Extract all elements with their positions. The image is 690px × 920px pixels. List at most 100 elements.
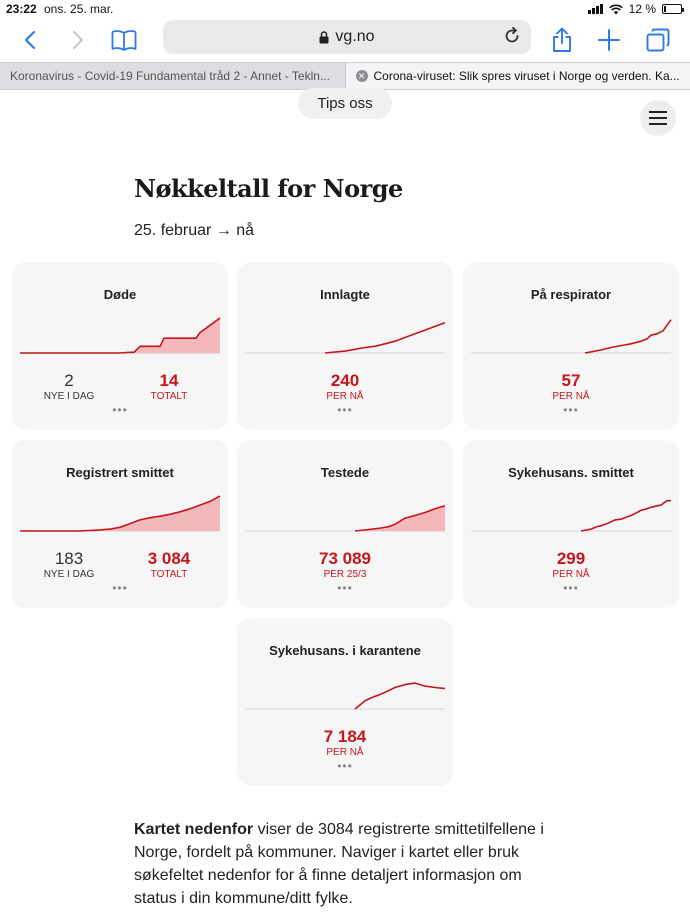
stat-label: PER NÅ	[326, 391, 364, 402]
reload-icon[interactable]	[503, 27, 521, 45]
card-testede[interactable]: Testede 73 089 PER 25/3 •••	[237, 440, 453, 608]
more-dots-icon[interactable]: •••	[563, 581, 579, 595]
stat-value: 2	[64, 371, 74, 390]
card-sykehusans-smittet[interactable]: Sykehusans. smittet 299 PER NÅ •••	[463, 440, 679, 608]
card-title: Innlagte	[320, 287, 370, 302]
new-tab-icon	[598, 29, 620, 51]
card-registrert-smittet[interactable]: Registrert smittet 183 NYE I DAG 3 084 T…	[12, 440, 228, 608]
chart-area	[20, 317, 220, 353]
stat-current: 240 PER NÅ	[237, 371, 453, 403]
tab-corona-viruset[interactable]: ✕ Corona-viruset: Slik spres viruset i N…	[345, 63, 690, 89]
chart-series-line	[580, 499, 671, 532]
more-dots-icon[interactable]: •••	[337, 759, 353, 773]
status-date: ons. 25. mar.	[44, 2, 114, 16]
stat-label: TOTALT	[150, 569, 188, 580]
card-sykehusans-karantene[interactable]: Sykehusans. i karantene 7 184 PER NÅ •••	[237, 618, 453, 786]
share-button[interactable]	[544, 22, 580, 58]
trend-chart-karantene	[245, 682, 446, 710]
stat-value: 7 184	[323, 727, 367, 746]
trend-chart-testede	[245, 505, 446, 532]
stat-new-today: 2 NYE I DAG	[26, 371, 112, 403]
chart-area	[20, 495, 220, 531]
page-title: Nøkkeltall for Norge	[134, 174, 403, 203]
date-range: 25. februar → nå	[134, 222, 255, 239]
trend-chart-smittet	[20, 495, 221, 532]
tabs-overview-button[interactable]	[640, 22, 676, 58]
battery-percent: 12 %	[628, 2, 656, 16]
back-icon	[24, 30, 36, 50]
card-title: Testede	[320, 465, 370, 480]
paragraph-bold: Kartet nedenfor	[134, 821, 254, 838]
stat-value: 3 084	[147, 549, 191, 568]
status-indicators: 12 %	[587, 2, 684, 16]
url-text: vg.no	[335, 28, 375, 45]
close-tab-icon[interactable]: ✕	[355, 70, 368, 82]
share-icon	[553, 27, 571, 52]
card-dode[interactable]: Døde 2 NYE I DAG 14 TOTALT •••	[12, 262, 228, 430]
status-bar: 23:22 ons. 25. mar. 12 %	[0, 0, 690, 18]
stat-value: 299	[556, 549, 586, 568]
card-title: Sykehusans. smittet	[508, 465, 634, 480]
back-button[interactable]	[12, 22, 48, 58]
card-pa-respirator[interactable]: På respirator 57 PER NÅ •••	[463, 262, 679, 430]
hamburger-menu-icon	[649, 111, 667, 113]
stat-total: 3 084 TOTALT	[126, 549, 212, 581]
card-title: Registrert smittet	[66, 465, 174, 480]
chart-series-line	[324, 321, 446, 354]
card-innlagte[interactable]: Innlagte 240 PER NÅ •••	[237, 262, 453, 430]
bookmarks-button[interactable]	[106, 22, 142, 58]
tabs-icon	[646, 28, 670, 52]
trend-chart-innlagte	[245, 321, 446, 354]
stat-new-today: 183 NYE I DAG	[26, 549, 112, 581]
trend-chart-sykehusans-smittet	[471, 499, 671, 532]
more-dots-icon[interactable]: •••	[337, 581, 353, 595]
stat-label: PER NÅ	[552, 569, 590, 580]
tips-oss-button[interactable]: Tips oss	[298, 88, 392, 119]
stat-current: 73 089 PER 25/3	[237, 549, 453, 581]
status-time: 23:22	[6, 2, 37, 16]
card-title: På respirator	[530, 287, 612, 302]
trend-chart-respirator	[471, 319, 672, 354]
stat-current: 57 PER NÅ	[463, 371, 679, 403]
forward-button[interactable]	[60, 22, 96, 58]
stat-value: 183	[54, 549, 84, 568]
stat-label: PER NÅ	[326, 747, 364, 758]
stat-label: TOTALT	[150, 391, 188, 402]
chart-series-line	[20, 495, 221, 532]
chart-series-line	[354, 682, 446, 710]
more-dots-icon[interactable]: •••	[563, 403, 579, 417]
chart-series-line	[354, 505, 446, 532]
stat-current: 7 184 PER NÅ	[237, 727, 453, 759]
card-title: Døde	[103, 287, 137, 302]
card-title: Sykehusans. i karantene	[269, 643, 421, 658]
chart-area	[355, 505, 445, 531]
hamburger-menu-button[interactable]	[640, 100, 676, 136]
map-intro-paragraph: Kartet nedenfor viser de 3084 registrert…	[134, 818, 564, 910]
chart-series-line	[20, 317, 221, 354]
more-dots-icon[interactable]: •••	[112, 403, 128, 417]
stat-value: 14	[159, 371, 179, 390]
lock-icon	[319, 30, 329, 43]
stat-current: 299 PER NÅ	[463, 549, 679, 581]
battery-icon	[662, 4, 684, 14]
stat-label: NYE I DAG	[43, 569, 95, 580]
bookmarks-icon	[111, 30, 137, 51]
trend-chart-dode	[20, 317, 221, 354]
cellular-signal-icon	[587, 4, 603, 14]
tab-koronavirus-forum[interactable]: Koronavirus - Covid-19 Fundamental tråd …	[0, 63, 346, 89]
more-dots-icon[interactable]: •••	[337, 403, 353, 417]
new-tab-button[interactable]	[591, 22, 627, 58]
stat-total: 14 TOTALT	[126, 371, 212, 403]
tab-title: Corona-viruset: Slik spres viruset i Nor…	[373, 69, 680, 83]
stat-label: NYE I DAG	[43, 391, 95, 402]
stat-value: 73 089	[319, 549, 371, 568]
address-bar[interactable]: vg.no	[163, 20, 531, 54]
stat-value: 57	[561, 371, 581, 390]
more-dots-icon[interactable]: •••	[112, 581, 128, 595]
stat-label: PER 25/3	[323, 569, 367, 580]
paragraph-text: viser de 3084 registrerte smittetilfelle…	[134, 821, 544, 907]
wifi-icon	[608, 4, 623, 14]
forward-icon	[72, 30, 84, 50]
stat-label: PER NÅ	[552, 391, 590, 402]
chart-series-line	[584, 319, 672, 354]
